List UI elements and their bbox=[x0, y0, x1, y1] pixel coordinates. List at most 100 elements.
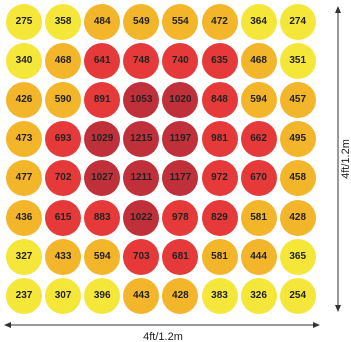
cell-value: 693 bbox=[54, 133, 72, 145]
cell-value: 581 bbox=[211, 250, 228, 262]
cell-value: 426 bbox=[15, 94, 33, 106]
grid-cell: 237 bbox=[6, 277, 42, 314]
cell-value: 477 bbox=[15, 172, 33, 184]
grid-cell: 1197 bbox=[162, 121, 199, 158]
grid-cell: 641 bbox=[84, 43, 121, 80]
cell-value: 472 bbox=[211, 16, 228, 27]
width-label: 4ft/1.2m bbox=[143, 331, 183, 342]
cell-value: 383 bbox=[211, 289, 228, 301]
grid-cell: 883 bbox=[84, 199, 121, 236]
grid-cell: 615 bbox=[45, 199, 82, 236]
grid-cell: 1211 bbox=[123, 160, 160, 197]
grid-cell: 590 bbox=[45, 82, 82, 119]
grid-cell: 340 bbox=[6, 43, 42, 80]
grid-cell: 670 bbox=[240, 160, 277, 197]
grid-cell: 428 bbox=[162, 277, 199, 314]
grid-cell: 554 bbox=[162, 4, 199, 40]
grid-cell: 275 bbox=[6, 4, 42, 40]
grid-cell: 477 bbox=[6, 160, 42, 197]
cell-value: 358 bbox=[54, 16, 72, 27]
cell-value: 1029 bbox=[91, 133, 114, 145]
cell-value: 275 bbox=[15, 16, 33, 27]
cell-value: 444 bbox=[250, 250, 267, 262]
grid-cell: 581 bbox=[201, 238, 238, 275]
cell-value: 340 bbox=[15, 55, 33, 67]
cell-value: 254 bbox=[289, 289, 307, 301]
grid-cell: 327 bbox=[6, 238, 42, 275]
grid-cell: 428 bbox=[279, 199, 316, 236]
cell-value: 662 bbox=[250, 133, 267, 145]
grid-cell: 981 bbox=[201, 121, 238, 158]
grid-cell: 443 bbox=[123, 277, 160, 314]
cell-value: 428 bbox=[289, 211, 307, 223]
cell-value: 365 bbox=[289, 250, 307, 262]
grid-cell: 436 bbox=[6, 199, 42, 236]
cell-value: 468 bbox=[250, 55, 267, 67]
cell-value: 364 bbox=[250, 16, 267, 27]
grid-cell: 351 bbox=[279, 43, 316, 80]
cell-value: 468 bbox=[54, 55, 72, 67]
cell-value: 436 bbox=[15, 211, 33, 223]
grid-cell: 581 bbox=[240, 199, 277, 236]
grid-cell: 254 bbox=[279, 277, 316, 314]
grid-cell: 848 bbox=[201, 82, 238, 119]
grid-cell: 1027 bbox=[84, 160, 121, 197]
cell-value: 703 bbox=[132, 250, 150, 262]
grid-cell: 484 bbox=[84, 4, 121, 40]
cell-value: 883 bbox=[93, 211, 111, 223]
cell-value: 1215 bbox=[130, 133, 153, 145]
grid-cell: 549 bbox=[123, 4, 160, 40]
cell-value: 978 bbox=[172, 211, 189, 223]
grid-cell: 307 bbox=[45, 277, 82, 314]
grid-cell: 433 bbox=[45, 238, 82, 275]
cell-value: 351 bbox=[289, 55, 307, 67]
cell-value: 615 bbox=[54, 211, 72, 223]
cell-value: 1027 bbox=[91, 172, 114, 184]
grid-cell: 1053 bbox=[123, 82, 160, 119]
cell-value: 590 bbox=[54, 94, 72, 106]
grid-cell: 458 bbox=[279, 160, 316, 197]
cell-value: 428 bbox=[172, 289, 189, 301]
cell-value: 848 bbox=[211, 94, 228, 106]
cell-value: 1211 bbox=[130, 172, 153, 184]
cell-value: 433 bbox=[54, 250, 72, 262]
width-arrow-left-head bbox=[4, 322, 11, 328]
grid-cell: 468 bbox=[240, 43, 277, 80]
cell-value: 396 bbox=[93, 289, 111, 301]
cell-value: 748 bbox=[132, 55, 150, 67]
grid-cell: 468 bbox=[45, 43, 82, 80]
grid-cell: 681 bbox=[162, 238, 199, 275]
grid-cell: 702 bbox=[45, 160, 82, 197]
grid-cell: 365 bbox=[279, 238, 316, 275]
grid-cell: 444 bbox=[240, 238, 277, 275]
cell-value: 1022 bbox=[130, 211, 153, 223]
grid-cell: 1020 bbox=[162, 82, 199, 119]
grid-cell: 594 bbox=[84, 238, 121, 275]
grid-cell: 703 bbox=[123, 238, 160, 275]
cell-value: 473 bbox=[15, 133, 33, 145]
grid-cell: 396 bbox=[84, 277, 121, 314]
cell-value: 681 bbox=[172, 250, 189, 262]
height-label: 4ft/1.2m bbox=[340, 139, 351, 179]
cell-value: 495 bbox=[289, 133, 307, 145]
grid-cell: 1022 bbox=[123, 199, 160, 236]
grid-cell: 472 bbox=[201, 4, 238, 40]
grid-cell: 978 bbox=[162, 199, 199, 236]
cell-value: 326 bbox=[250, 289, 267, 301]
grid-cell: 1177 bbox=[162, 160, 199, 197]
cell-value: 554 bbox=[172, 16, 189, 27]
cell-value: 581 bbox=[250, 211, 267, 223]
cell-value: 594 bbox=[93, 250, 111, 262]
height-arrow-bottom-head bbox=[335, 305, 341, 312]
width-arrow-right-head bbox=[313, 322, 320, 328]
grid-cell: 594 bbox=[240, 82, 277, 119]
cell-value: 641 bbox=[93, 55, 111, 67]
grid-cell: 891 bbox=[84, 82, 121, 119]
grid-cell: 1029 bbox=[84, 121, 121, 158]
cell-value: 237 bbox=[15, 289, 33, 301]
grid-cell: 829 bbox=[201, 199, 238, 236]
cell-value: 635 bbox=[211, 55, 228, 67]
cell-value: 457 bbox=[289, 94, 307, 106]
cell-value: 549 bbox=[132, 16, 150, 27]
